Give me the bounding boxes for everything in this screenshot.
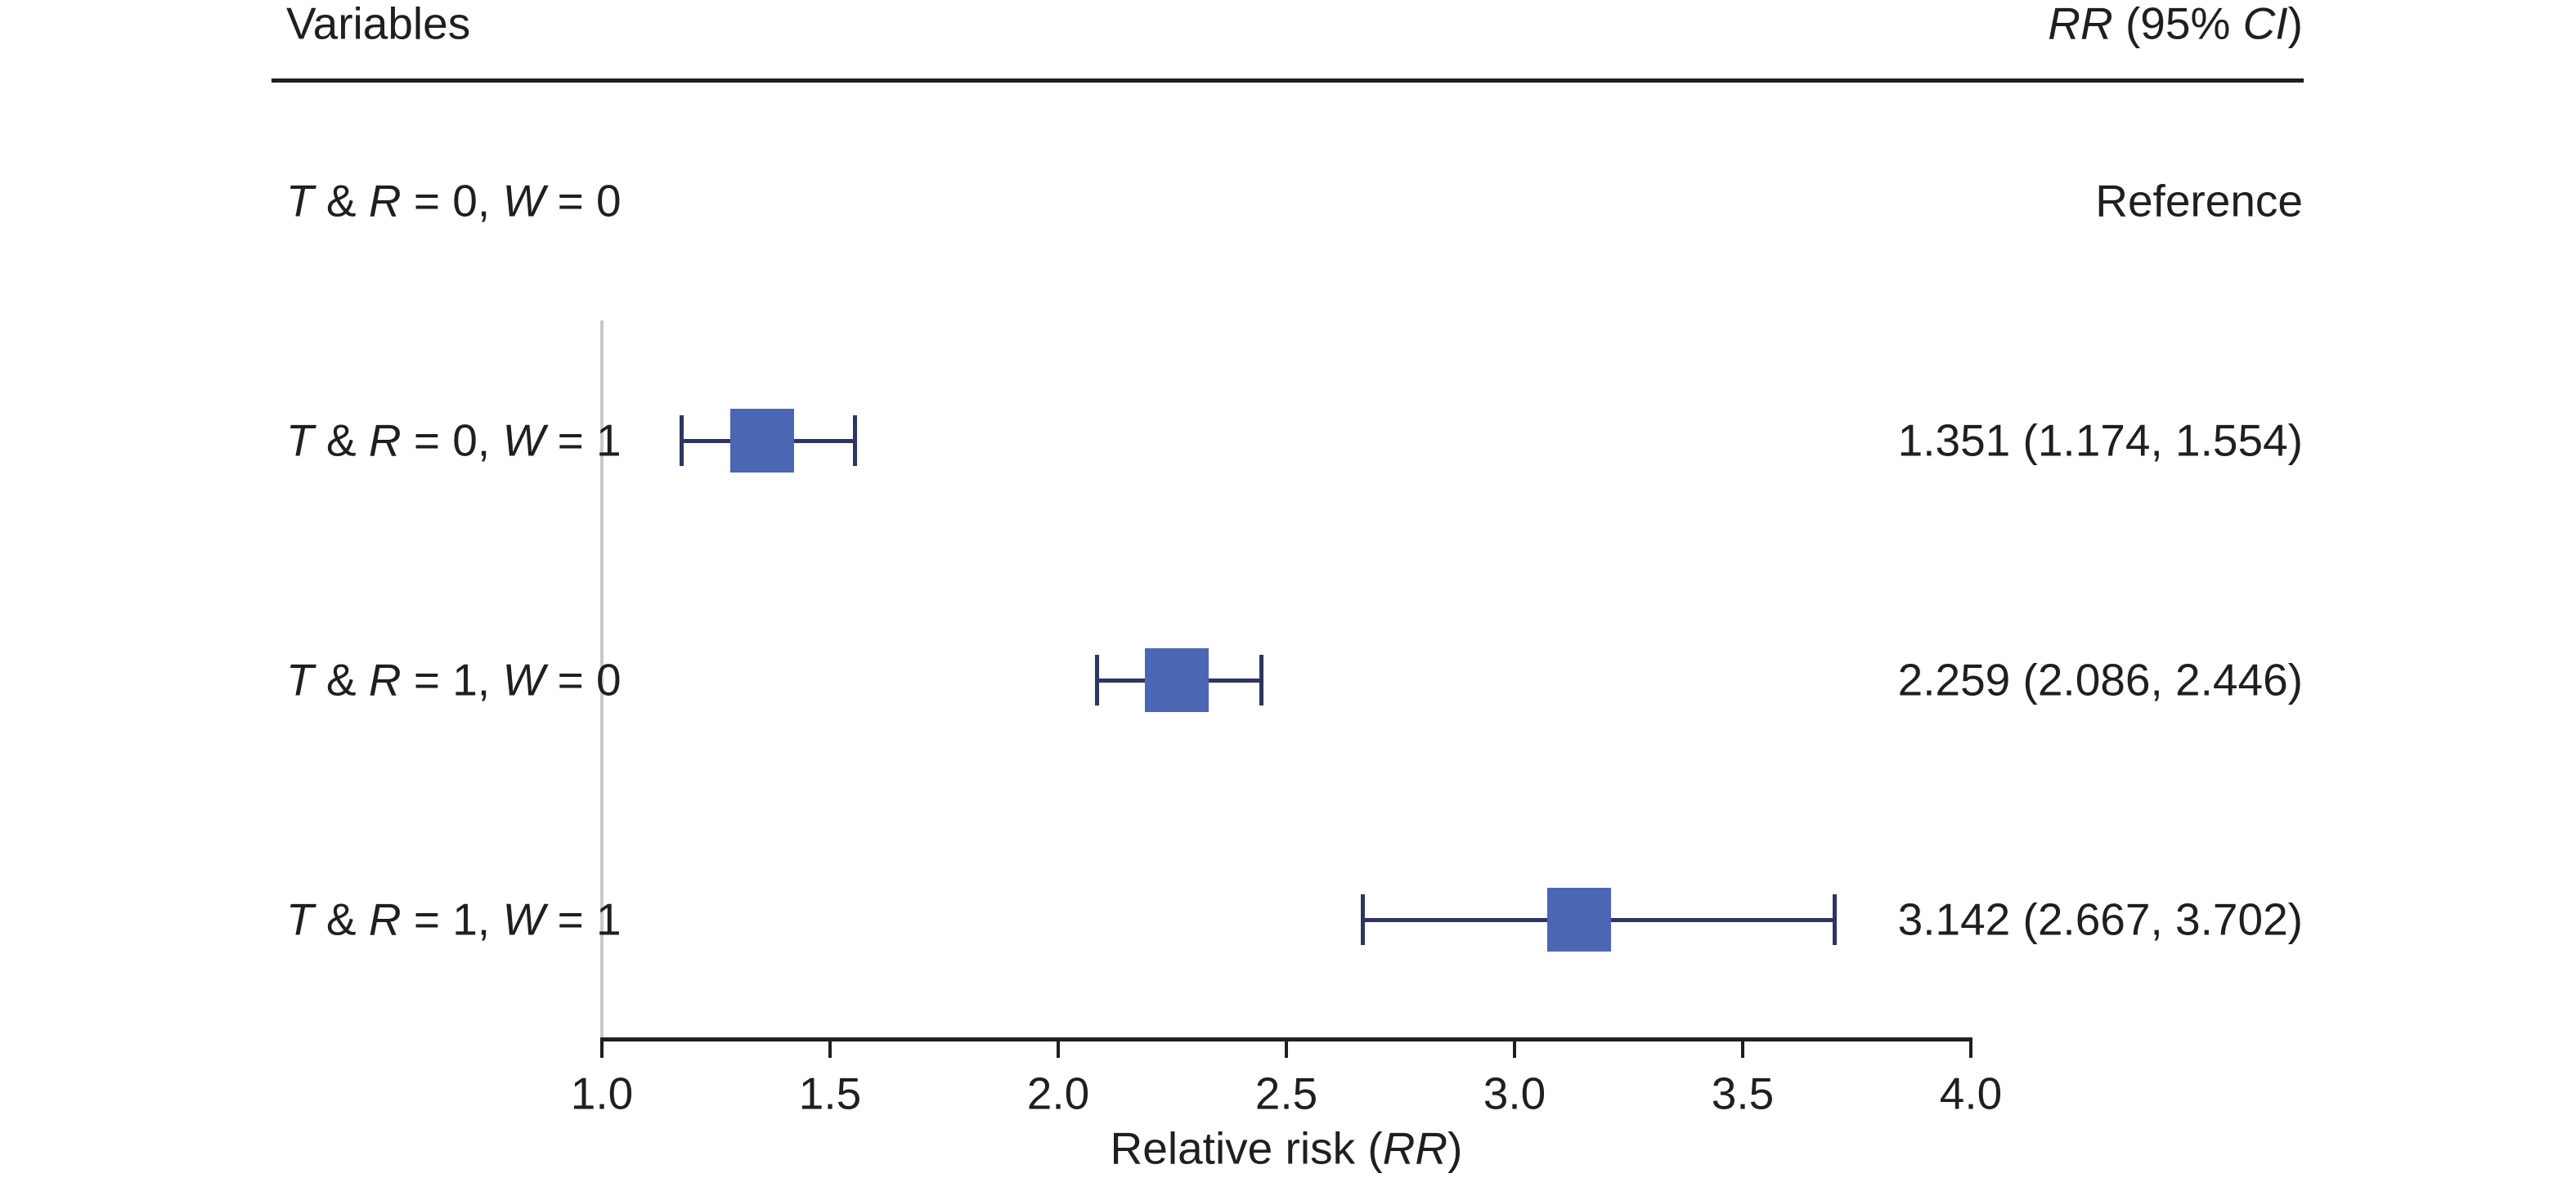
reference-gridline bbox=[600, 320, 604, 1037]
x-axis-title: Relative risk (RR) bbox=[1110, 1122, 1463, 1174]
row-label: T & R = 0, W = 1 bbox=[286, 414, 622, 466]
x-axis-tick bbox=[600, 1040, 604, 1058]
ci-cap-right bbox=[1259, 655, 1264, 705]
x-axis-tick-label: 1.5 bbox=[798, 1068, 862, 1119]
ci-cap-right bbox=[852, 415, 857, 466]
ci-cap-left bbox=[1095, 655, 1100, 705]
row-value: Reference bbox=[2095, 175, 2303, 226]
ci-cap-left bbox=[679, 415, 684, 466]
x-axis-tick bbox=[1969, 1040, 1972, 1058]
x-axis-tick-label: 1.0 bbox=[570, 1068, 634, 1119]
column-header-rr-ci: RR (95% CI) bbox=[2048, 0, 2303, 49]
x-axis-tick bbox=[1057, 1040, 1060, 1058]
rr-marker bbox=[1547, 888, 1612, 952]
x-axis-tick-label: 2.5 bbox=[1254, 1068, 1318, 1119]
x-axis-line bbox=[600, 1037, 1972, 1041]
x-axis-tick bbox=[1285, 1040, 1288, 1058]
row-value: 1.351 (1.174, 1.554) bbox=[1897, 414, 2303, 466]
x-axis-tick-label: 2.0 bbox=[1026, 1068, 1090, 1119]
row-label: T & R = 1, W = 1 bbox=[286, 894, 622, 945]
x-axis-tick-label: 4.0 bbox=[1939, 1068, 2003, 1119]
ci-cap-right bbox=[1833, 894, 1838, 945]
x-axis-tick-label: 3.0 bbox=[1483, 1068, 1546, 1119]
column-header-variables: Variables bbox=[286, 0, 471, 49]
row-label: T & R = 0, W = 0 bbox=[286, 175, 622, 226]
ci-cap-left bbox=[1360, 894, 1365, 945]
x-axis-tick bbox=[828, 1040, 832, 1058]
rr-marker bbox=[1144, 648, 1209, 712]
rr-marker bbox=[729, 409, 794, 473]
header-rule bbox=[272, 78, 2304, 83]
row-value: 2.259 (2.086, 2.446) bbox=[1897, 654, 2303, 705]
x-axis-tick bbox=[1513, 1040, 1516, 1058]
x-axis-tick bbox=[1741, 1040, 1744, 1058]
row-value: 3.142 (2.667, 3.702) bbox=[1897, 894, 2303, 945]
row-label: T & R = 1, W = 0 bbox=[286, 654, 622, 705]
x-axis-tick-label: 3.5 bbox=[1711, 1068, 1775, 1119]
